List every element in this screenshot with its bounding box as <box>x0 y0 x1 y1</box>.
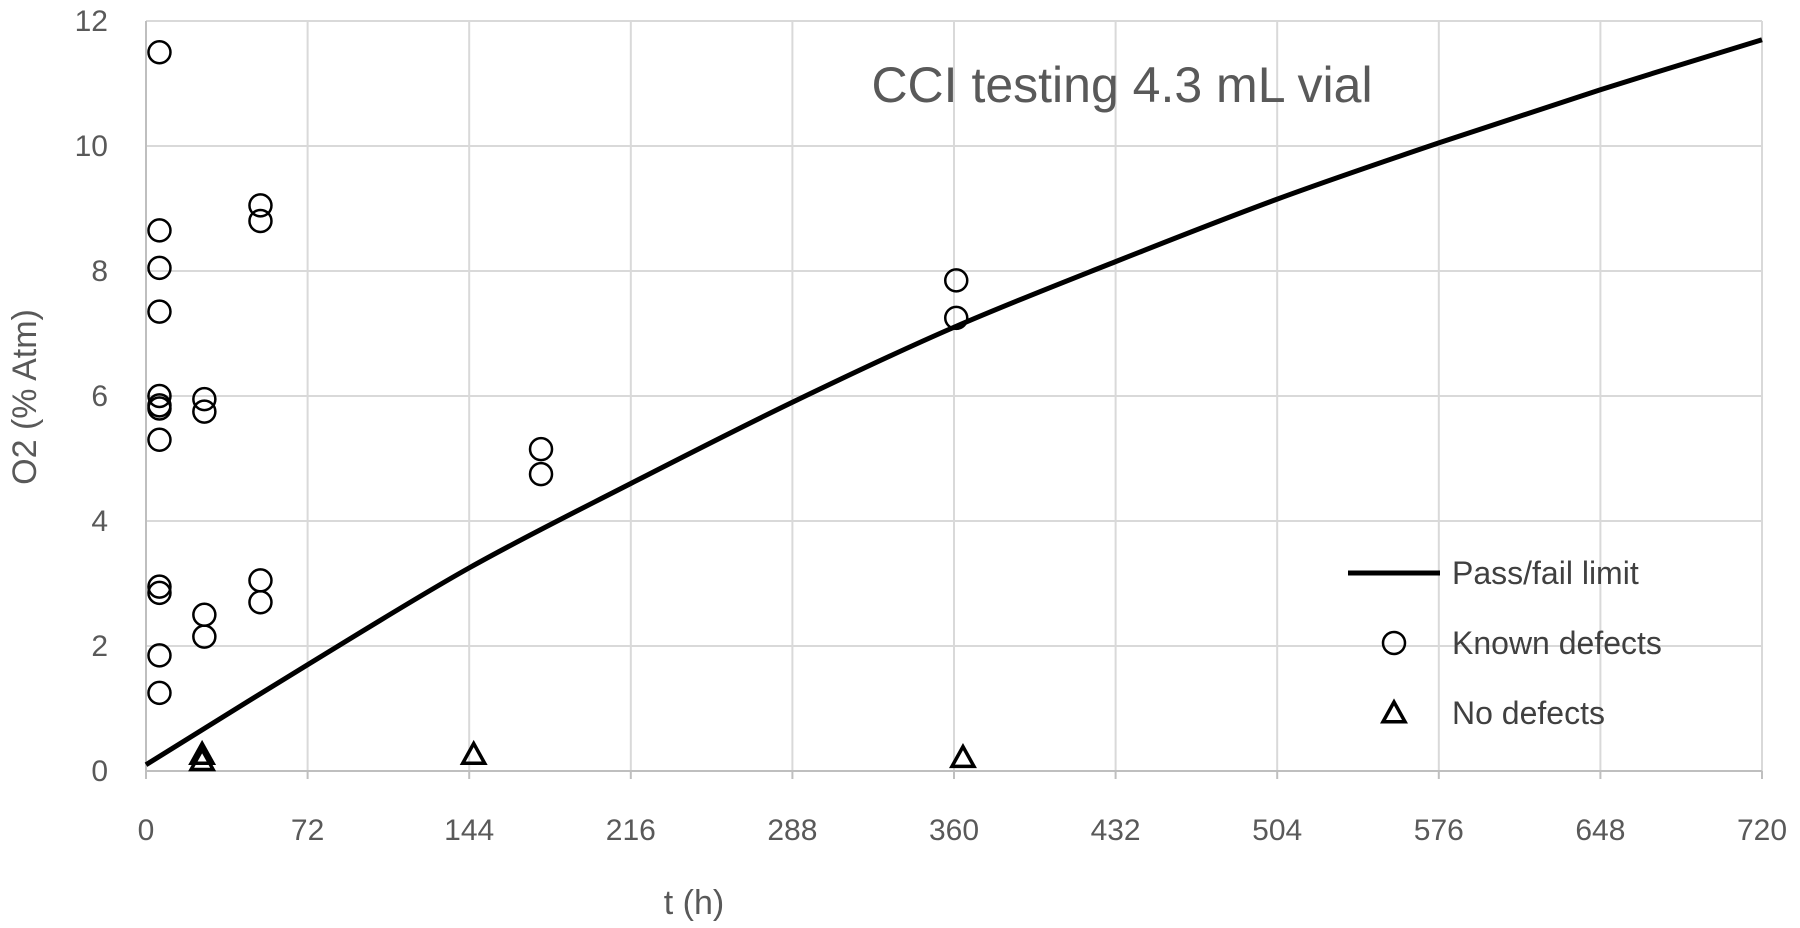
legend: Pass/fail limit Known defects No defects <box>1348 555 1662 731</box>
no-defect-point <box>949 743 977 769</box>
known-defect-point <box>147 574 172 599</box>
x-tick-label: 504 <box>1252 814 1302 847</box>
known-defect-point <box>147 40 172 65</box>
known-defect-point <box>147 680 172 706</box>
x-tick-label: 144 <box>444 814 494 847</box>
x-tick-label: 0 <box>138 814 155 847</box>
x-axis-title: t (h) <box>664 884 724 922</box>
known-defect-point <box>248 590 273 615</box>
y-tick-label: 4 <box>91 505 108 538</box>
known-defect-point <box>147 218 172 243</box>
x-tick-label: 216 <box>606 814 656 847</box>
x-tick-label: 648 <box>1575 814 1625 847</box>
known-defect-point <box>147 396 172 421</box>
y-tick-label: 8 <box>91 255 108 288</box>
legend-circle-swatch <box>1381 630 1407 656</box>
chart-title: CCI testing 4.3 mL vial <box>871 57 1372 113</box>
no-defect-point <box>188 739 217 766</box>
known-defect-point <box>192 624 217 649</box>
known-defect-point <box>943 305 969 331</box>
known-defect-point <box>147 643 172 668</box>
x-tick-label: 360 <box>929 814 979 847</box>
known-defect-point <box>192 399 217 424</box>
known-defect-point <box>147 580 172 606</box>
known-defect-point <box>147 299 172 324</box>
y-tick-label: 2 <box>91 630 108 663</box>
known-defect-point <box>528 436 554 462</box>
axes <box>145 21 1763 779</box>
no-defect-point <box>459 739 488 766</box>
plot-area <box>144 37 1763 772</box>
tick-labels: 0 72 144 216 288 360 432 504 576 648 720 0 2 4 6 8 10 12 <box>75 5 1787 847</box>
legend-label: Pass/fail limit <box>1452 555 1639 591</box>
known-defect-point <box>248 193 273 218</box>
pass-fail-limit-line <box>144 37 1763 767</box>
x-tick-label: 576 <box>1414 814 1464 847</box>
known-defect-point <box>943 268 969 293</box>
x-tick-label: 432 <box>1091 814 1141 847</box>
known-defect-point <box>192 386 217 412</box>
y-tick-label: 10 <box>75 130 108 163</box>
legend-label: Known defects <box>1452 625 1662 661</box>
x-tick-label: 720 <box>1737 814 1787 847</box>
legend-triangle-swatch <box>1380 698 1408 724</box>
known-defect-point <box>147 427 172 452</box>
x-tick-label: 72 <box>291 814 324 847</box>
y-tick-label: 0 <box>91 755 108 788</box>
no-defect-point <box>188 746 217 772</box>
known-defect-point <box>192 602 217 627</box>
y-tick-label: 6 <box>91 380 108 413</box>
known-defect-point <box>147 255 172 281</box>
x-tick-label: 288 <box>767 814 817 847</box>
known-defect-point <box>248 208 273 234</box>
grid <box>146 20 1763 771</box>
y-tick-label: 12 <box>75 5 108 38</box>
known-defect-point <box>147 383 172 409</box>
known-defect-point <box>528 461 554 487</box>
y-axis-title: O2 (% Atm) <box>6 309 44 485</box>
legend-label: No defects <box>1452 695 1605 731</box>
known-defect-point <box>248 568 273 593</box>
